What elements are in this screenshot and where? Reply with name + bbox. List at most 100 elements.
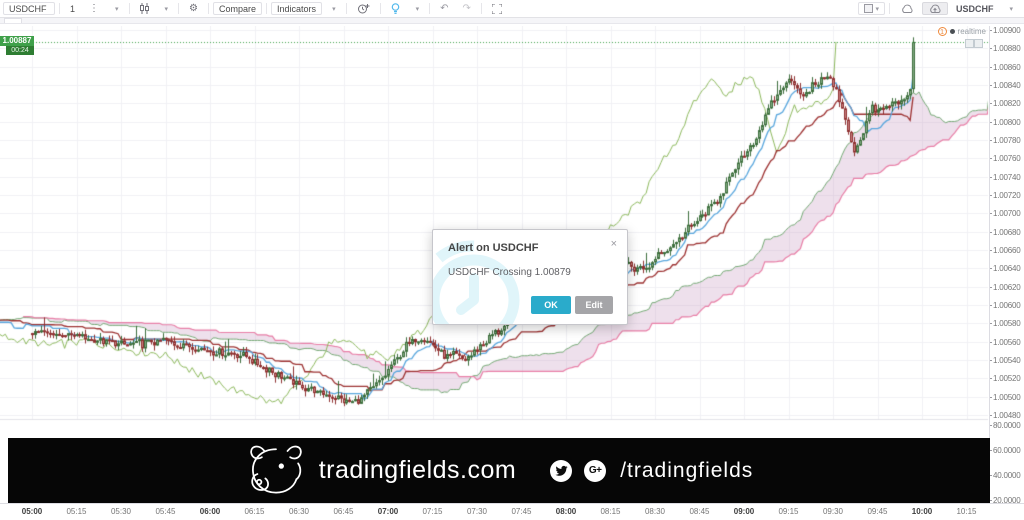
chart-properties-button[interactable]: ⚙ <box>183 2 204 15</box>
load-layout-button[interactable] <box>894 2 920 15</box>
toolbar-right-group: ▾ USDCHF ▾ <box>857 1 1020 16</box>
fullscreen-icon <box>491 3 502 14</box>
layout-select-button[interactable]: ▾ <box>858 2 885 15</box>
alert-clock-plus-icon <box>357 3 370 13</box>
fullscreen-button[interactable] <box>486 2 508 15</box>
scale-mini-button[interactable] <box>974 39 983 48</box>
close-icon[interactable]: × <box>610 238 617 250</box>
lightbulb-icon <box>391 2 399 14</box>
price-tick: 1.00720 <box>990 191 1021 200</box>
time-tick: 06:45 <box>333 507 354 516</box>
time-tick: 06:15 <box>244 507 265 516</box>
toolbar-separator <box>888 3 890 14</box>
toolbar-separator <box>429 3 431 14</box>
symbol-search-input[interactable]: USDCHF <box>3 2 55 15</box>
ideas-button[interactable] <box>385 2 406 15</box>
cloud-save-icon <box>930 4 941 13</box>
time-tick: 08:00 <box>555 507 577 516</box>
interval-menu-button[interactable]: ⋮ <box>83 2 105 15</box>
time-tick: 09:30 <box>822 507 844 516</box>
price-tick: 1.00820 <box>990 99 1021 109</box>
price-tick: 1.00740 <box>990 172 1021 182</box>
dialog-message: USDCHF Crossing 1.00879 <box>448 267 571 278</box>
price-tick: 1.00480 <box>990 411 1021 420</box>
price-tick: 1.00880 <box>990 44 1021 54</box>
price-tick: 1.00700 <box>990 209 1021 219</box>
time-tick: 08:15 <box>600 507 621 516</box>
layout-name-label: USDCHF <box>955 3 994 14</box>
scale-mini-button[interactable] <box>965 39 974 48</box>
time-tick: 07:30 <box>466 507 488 516</box>
layout-grid-icon <box>864 4 874 13</box>
compare-button[interactable]: Compare <box>213 2 263 15</box>
time-tick: 10:00 <box>911 507 933 516</box>
candlestick-icon <box>139 3 149 14</box>
ideas-dropdown-button[interactable]: ▾ <box>408 2 426 15</box>
kebab-icon: ⋮ <box>89 2 100 14</box>
interval-dropdown-button[interactable]: ▾ <box>107 2 125 15</box>
alarm-clock-watermark-icon <box>433 240 520 324</box>
time-tick: 05:15 <box>66 507 87 516</box>
time-tick: 09:15 <box>778 507 799 516</box>
price-tick: 1.00600 <box>990 301 1021 310</box>
last-price-label: 1.00887 <box>0 36 34 46</box>
redo-icon: ↷ <box>462 2 471 14</box>
banner-site-text: tradingfields.com <box>318 456 517 484</box>
price-axis-border <box>989 26 990 519</box>
ok-button[interactable]: OK <box>531 296 571 314</box>
indicators-dropdown-button[interactable]: ▾ <box>324 2 342 15</box>
dialog-buttons: OK Edit <box>531 296 613 314</box>
indicators-button[interactable]: Indicators <box>271 2 323 15</box>
indicator-tick: 80.0000 <box>990 421 1021 430</box>
time-tick: 09:00 <box>733 507 755 516</box>
redo-button[interactable]: ↷ <box>456 2 476 15</box>
time-axis[interactable]: 05:00 05:15 05:30 05:45 06:00 06:15 06:30 06:45… <box>0 503 1024 520</box>
edit-button[interactable]: Edit <box>575 296 613 314</box>
chevron-down-icon: ▾ <box>875 5 879 13</box>
chevron-down-icon: ▾ <box>115 5 119 13</box>
price-tick: 1.00680 <box>990 227 1021 237</box>
toolbar-separator <box>480 3 482 14</box>
price-tick: 1.00620 <box>990 282 1021 292</box>
indicator-tick: 20.0000 <box>990 496 1021 505</box>
tab-stub[interactable] <box>4 18 22 23</box>
save-layout-button[interactable] <box>921 2 948 15</box>
time-tick: 10:15 <box>956 507 977 516</box>
notification-badge[interactable]: 1 <box>937 27 947 36</box>
twitter-icon[interactable] <box>550 459 573 482</box>
chevron-down-icon: ▾ <box>332 5 336 13</box>
alert-dialog: Alert on USDCHF × USDCHF Crossing 1.0087… <box>432 229 628 325</box>
undo-button[interactable]: ↶ <box>434 2 454 15</box>
toolbar-separator <box>345 3 347 14</box>
time-tick: 05:00 <box>21 507 43 516</box>
chart-type-button[interactable] <box>134 2 155 15</box>
interval-button[interactable]: 1 <box>64 2 81 15</box>
chart-type-dropdown-button[interactable]: ▾ <box>157 2 175 15</box>
price-tick: 1.00560 <box>990 337 1021 347</box>
time-tick: 07:15 <box>422 507 443 516</box>
realtime-label: realtime <box>957 27 986 36</box>
banner-handle-text: /tradingfields <box>620 458 754 482</box>
price-tick: 1.00800 <box>990 117 1021 127</box>
indicators-label: Indicators <box>277 3 317 14</box>
google-plus-icon[interactable]: G+ <box>584 459 607 482</box>
time-tick: 06:30 <box>288 507 310 516</box>
time-tick: 08:30 <box>644 507 666 516</box>
symbol-label: USDCHF <box>9 3 47 14</box>
top-toolbar: USDCHF 1 ⋮ ▾ ▾ ⚙ Compare Indicators ▾ <box>0 0 1024 18</box>
add-alert-button[interactable] <box>351 2 376 15</box>
layout-name-button[interactable]: USDCHF <box>950 2 1000 15</box>
layout-dropdown-button[interactable]: ▾ <box>1001 2 1019 15</box>
price-tick: 1.00640 <box>990 264 1021 274</box>
compare-label: Compare <box>219 3 257 14</box>
data-mode-dot-icon <box>949 29 955 34</box>
toolbar-separator <box>128 3 130 14</box>
toolbar-separator <box>208 3 210 14</box>
price-axis[interactable]: 1.00900 1.00880 1.00860 1.00840 1.00820 1.008… <box>990 26 1024 519</box>
toolbar-separator <box>178 3 180 14</box>
toolbar-separator <box>379 3 381 14</box>
undo-icon: ↶ <box>440 2 449 14</box>
price-tick: 1.00520 <box>990 374 1021 384</box>
chevron-down-icon: ▾ <box>164 5 169 13</box>
gear-icon: ⚙ <box>189 2 199 14</box>
